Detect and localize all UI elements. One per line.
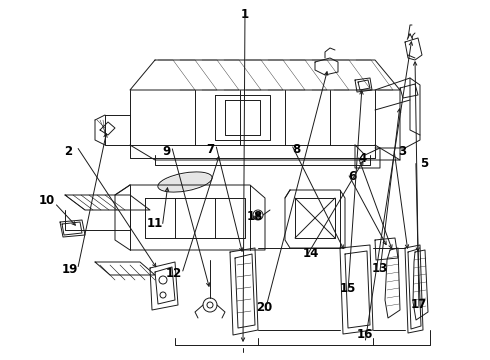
Text: 7: 7 [207,143,215,156]
Text: 1: 1 [241,8,249,21]
Ellipse shape [159,173,211,191]
Text: 3: 3 [398,145,406,158]
Text: 11: 11 [146,217,163,230]
Text: 15: 15 [340,282,356,294]
Text: 14: 14 [303,247,319,260]
Circle shape [256,213,260,217]
Text: 4: 4 [359,152,367,165]
Text: 10: 10 [38,194,55,207]
Text: 9: 9 [163,145,171,158]
Text: 2: 2 [65,145,73,158]
Text: 18: 18 [246,210,263,222]
Text: 17: 17 [411,298,427,311]
Text: 12: 12 [166,267,182,280]
Text: 13: 13 [371,262,388,275]
Text: 6: 6 [349,170,357,183]
Text: 5: 5 [420,157,428,170]
Text: 8: 8 [293,143,300,156]
Text: 16: 16 [357,328,373,341]
Text: 20: 20 [256,301,273,314]
Text: 19: 19 [61,263,78,276]
